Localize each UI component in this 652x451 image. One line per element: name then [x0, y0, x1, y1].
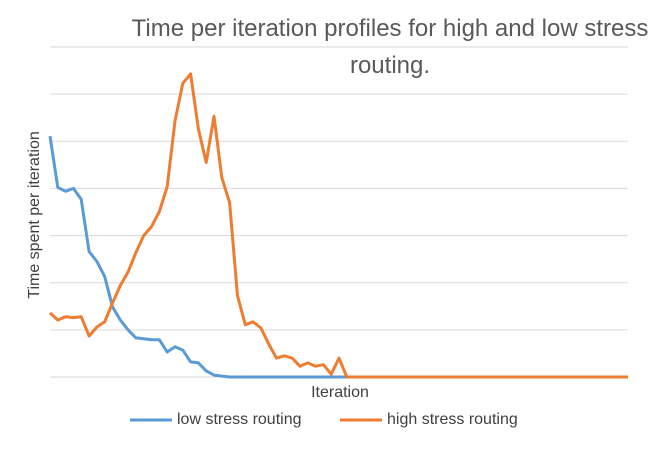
- data-line: [48, 72, 628, 379]
- x-axis-label: Iteration: [311, 384, 369, 401]
- chart-title: Time per iteration profiles for high and…: [131, 15, 649, 79]
- y-axis-label: Time spent per iteration: [26, 131, 43, 298]
- legend-label: low stress routing: [177, 411, 302, 428]
- data-line: [48, 135, 628, 379]
- legend-label: high stress routing: [387, 411, 518, 428]
